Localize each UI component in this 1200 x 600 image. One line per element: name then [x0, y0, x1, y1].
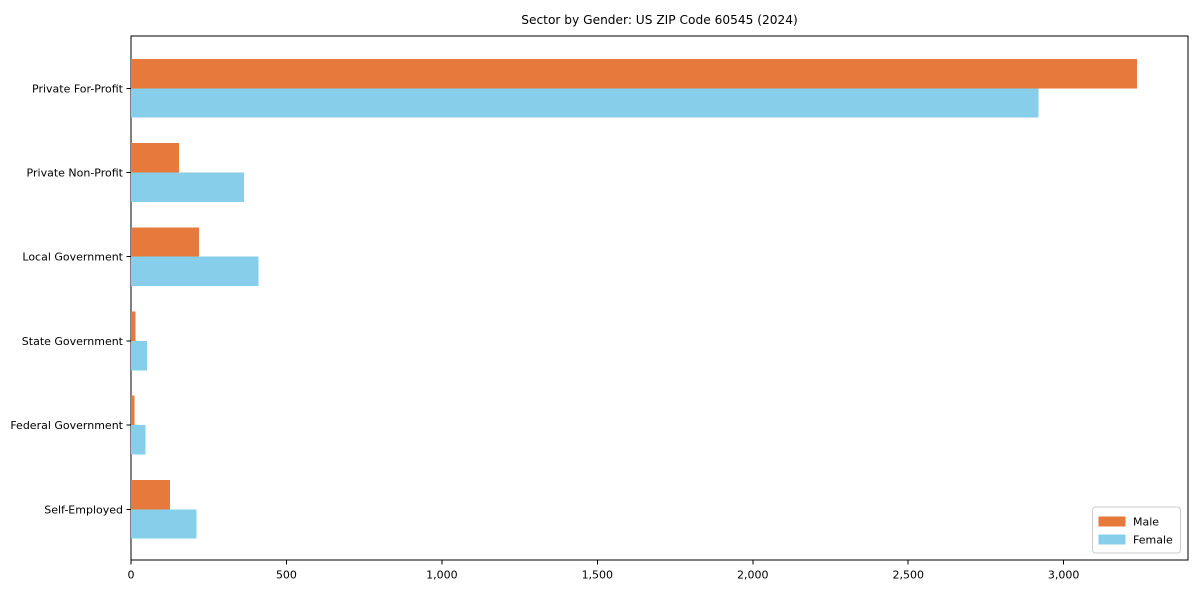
- y-tick-label-federal-government: Federal Government: [10, 419, 123, 432]
- y-tick-label-private-for-profit: Private For-Profit: [32, 82, 124, 95]
- x-tick-label: 1,500: [582, 569, 614, 582]
- bar-male-private-non-profit: [131, 143, 179, 173]
- x-tick-label: 1,000: [426, 569, 458, 582]
- x-tick-label: 2,500: [892, 569, 924, 582]
- bar-male-local-government: [131, 227, 200, 257]
- x-tick-label: 2,000: [737, 569, 769, 582]
- x-tick-label: 500: [276, 569, 297, 582]
- legend-label-female: Female: [1133, 534, 1173, 547]
- bar-female-local-government: [131, 256, 259, 287]
- bar-male-private-for-profit: [131, 58, 1138, 89]
- bar-female-private-non-profit: [131, 172, 245, 202]
- bar-female-private-for-profit: [131, 88, 1039, 118]
- y-tick-label-state-government: State Government: [22, 335, 124, 348]
- legend-swatch-male: [1098, 516, 1126, 527]
- y-tick-label-local-government: Local Government: [22, 251, 123, 264]
- bar-female-self-employed: [131, 509, 197, 539]
- bar-male-federal-government: [131, 395, 135, 426]
- x-tick-label: 0: [128, 569, 135, 582]
- plot-border: [130, 35, 1189, 561]
- bar-female-state-government: [131, 340, 147, 371]
- legend-label-male: Male: [1133, 516, 1159, 529]
- chart-title: Sector by Gender: US ZIP Code 60545 (202…: [521, 13, 798, 27]
- x-tick-label: 3,000: [1048, 569, 1080, 582]
- bar-female-federal-government: [131, 425, 146, 455]
- legend-swatch-female: [1098, 534, 1126, 545]
- y-tick-label-self-employed: Self-Employed: [44, 503, 123, 516]
- bar-male-state-government: [131, 311, 136, 341]
- bar-male-self-employed: [131, 479, 171, 510]
- y-tick-label-private-non-profit: Private Non-Profit: [27, 167, 124, 180]
